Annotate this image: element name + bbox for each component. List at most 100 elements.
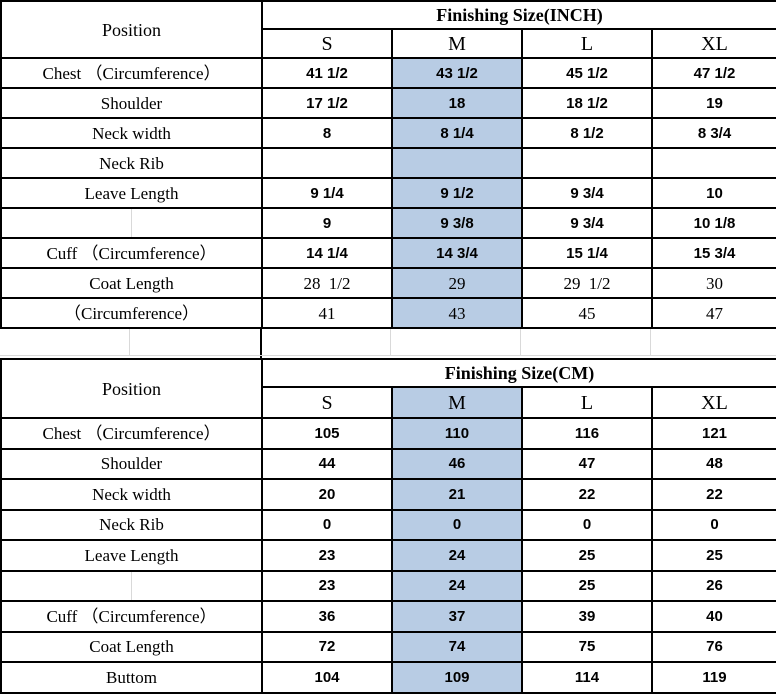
cell-m: 110 bbox=[391, 417, 523, 450]
cell-l: 114 bbox=[521, 661, 653, 694]
cell-m: 74 bbox=[391, 630, 523, 663]
cell-m: 37 bbox=[391, 600, 523, 633]
size-header-s: S bbox=[261, 386, 393, 419]
cell-l: 39 bbox=[521, 600, 653, 633]
gridline bbox=[650, 329, 651, 356]
empty-label-cell bbox=[0, 207, 132, 239]
cell-m: 29 bbox=[391, 267, 523, 299]
cell-l: 9 3/4 bbox=[521, 177, 653, 209]
table-row: Shoulder 44 46 47 48 bbox=[0, 447, 776, 480]
row-label: （Circumference） bbox=[0, 297, 263, 329]
cell-xl: 19 bbox=[650, 87, 776, 119]
row-label: Neck width bbox=[0, 117, 263, 149]
cell-m: 24 bbox=[391, 539, 523, 572]
cell-m: 24 bbox=[391, 569, 523, 602]
table-row: Neck Rib 0 0 0 0 bbox=[0, 508, 776, 541]
row-label: Chest （Circumference） bbox=[0, 417, 263, 450]
row-label: Buttom bbox=[0, 661, 263, 694]
cell-m: 18 bbox=[391, 87, 523, 119]
cell-l: 47 bbox=[521, 447, 653, 480]
size-header-s: S bbox=[261, 28, 393, 59]
cm-size-table: Position Finishing Size(CM) S M L XL Che… bbox=[0, 358, 776, 694]
cell-m bbox=[391, 147, 523, 179]
table-row: Leave Length 9 1/4 9 1/2 9 3/4 10 bbox=[0, 177, 776, 209]
table-row: Neck Rib bbox=[0, 147, 776, 179]
cm-table-title: Finishing Size(CM) bbox=[260, 358, 776, 388]
cell-s: 104 bbox=[261, 661, 393, 694]
row-label: Leave Length bbox=[0, 177, 263, 209]
cell-l: 9 3/4 bbox=[521, 207, 653, 239]
row-label: Shoulder bbox=[0, 87, 263, 119]
cell-s: 17 1/2 bbox=[261, 87, 393, 119]
row-label: Neck width bbox=[0, 478, 263, 511]
cell-m: 43 bbox=[391, 297, 523, 329]
empty-label-cell bbox=[130, 569, 263, 602]
table-row: Cuff （Circumference） 14 1/4 14 3/4 15 1/… bbox=[0, 237, 776, 269]
row-label: Cuff （Circumference） bbox=[0, 237, 263, 269]
cell-s: 8 bbox=[261, 117, 393, 149]
gridline bbox=[390, 329, 391, 356]
table-row: Buttom 104 109 114 119 bbox=[0, 661, 776, 694]
cell-s: 72 bbox=[261, 630, 393, 663]
size-header-m: M bbox=[391, 28, 523, 59]
table-header-row: Position Finishing Size(CM) bbox=[0, 358, 776, 419]
cell-l: 18 1/2 bbox=[521, 87, 653, 119]
cell-s: 14 1/4 bbox=[261, 237, 393, 269]
size-header-xl: XL bbox=[650, 386, 776, 419]
cell-xl: 0 bbox=[650, 508, 776, 541]
cell-m: 9 3/8 bbox=[391, 207, 523, 239]
size-header-m: M bbox=[391, 386, 523, 419]
cell-s: 9 bbox=[261, 207, 393, 239]
cell-s: 28 1/2 bbox=[261, 267, 393, 299]
cell-l: 15 1/4 bbox=[521, 237, 653, 269]
size-header-l: L bbox=[521, 28, 653, 59]
size-header-l: L bbox=[521, 386, 653, 419]
cell-xl: 8 3/4 bbox=[650, 117, 776, 149]
table-row: 23 24 25 26 bbox=[0, 569, 776, 602]
position-header: Position bbox=[0, 358, 263, 419]
table-row: Coat Length 28 1/2 29 29 1/2 30 bbox=[0, 267, 776, 299]
row-label: Leave Length bbox=[0, 539, 263, 572]
table-row: （Circumference） 41 43 45 47 bbox=[0, 297, 776, 329]
cell-l: 25 bbox=[521, 539, 653, 572]
cell-m: 0 bbox=[391, 508, 523, 541]
cell-s: 23 bbox=[261, 539, 393, 572]
cell-m: 21 bbox=[391, 478, 523, 511]
row-label: Coat Length bbox=[0, 267, 263, 299]
row-label: Shoulder bbox=[0, 447, 263, 480]
cell-s: 9 1/4 bbox=[261, 177, 393, 209]
empty-label-cell bbox=[0, 569, 132, 602]
inch-size-table: Position Finishing Size(INCH) S M L XL C… bbox=[0, 0, 776, 329]
cell-s: 44 bbox=[261, 447, 393, 480]
row-label: Coat Length bbox=[0, 630, 263, 663]
row-label: Neck Rib bbox=[0, 147, 263, 179]
row-label: Neck Rib bbox=[0, 508, 263, 541]
cell-l: 116 bbox=[521, 417, 653, 450]
table-header-row: Position Finishing Size(INCH) bbox=[0, 0, 776, 59]
cell-m: 9 1/2 bbox=[391, 177, 523, 209]
cell-xl: 10 bbox=[650, 177, 776, 209]
table-row: Neck width 20 21 22 22 bbox=[0, 478, 776, 511]
cell-xl: 119 bbox=[650, 661, 776, 694]
cell-xl: 25 bbox=[650, 539, 776, 572]
cell-s: 23 bbox=[261, 569, 393, 602]
cell-s: 41 1/2 bbox=[261, 57, 393, 89]
spreadsheet-gap-row bbox=[0, 329, 776, 358]
cell-xl: 10 1/8 bbox=[650, 207, 776, 239]
size-header-xl: XL bbox=[650, 28, 776, 59]
cell-xl: 47 1/2 bbox=[650, 57, 776, 89]
cell-l: 8 1/2 bbox=[521, 117, 653, 149]
size-header-row: S M L XL bbox=[1, 386, 776, 419]
table-row: Leave Length 23 24 25 25 bbox=[0, 539, 776, 572]
empty-label-cell bbox=[130, 207, 263, 239]
cell-xl: 30 bbox=[650, 267, 776, 299]
size-header-row: S M L XL bbox=[1, 28, 776, 59]
cell-xl: 47 bbox=[650, 297, 776, 329]
table-row: 9 9 3/8 9 3/4 10 1/8 bbox=[0, 207, 776, 239]
cell-s: 36 bbox=[261, 600, 393, 633]
table-row: Neck width 8 8 1/4 8 1/2 8 3/4 bbox=[0, 117, 776, 149]
cell-xl: 121 bbox=[650, 417, 776, 450]
cell-xl: 48 bbox=[650, 447, 776, 480]
cell-xl: 15 3/4 bbox=[650, 237, 776, 269]
